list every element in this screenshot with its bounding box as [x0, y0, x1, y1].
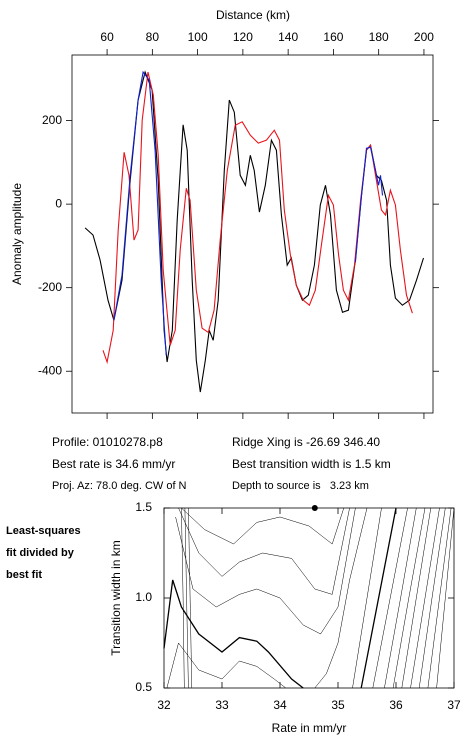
contour-line [436, 507, 455, 689]
contour-line [384, 507, 417, 689]
contour-line [360, 507, 397, 689]
contour-line [166, 642, 286, 689]
contour-line [372, 507, 408, 689]
data-line [113, 70, 384, 356]
x-tick-label: 80 [146, 30, 160, 44]
x-tick-label: 60 [100, 30, 114, 44]
y-tick-label: -200 [38, 280, 62, 294]
x-tick-label: 100 [188, 30, 208, 44]
side-note: Least-squares [6, 525, 81, 537]
y-tick-label: 200 [42, 113, 62, 127]
x-tick-label: 35 [331, 698, 345, 712]
contour-line [401, 507, 432, 689]
side-note: fit divided by [6, 547, 75, 559]
contour-line [181, 507, 185, 689]
y-axis-label: Transition width in km [109, 540, 123, 656]
y-tick-label: 1.5 [135, 500, 152, 514]
contour-line [178, 507, 350, 595]
contour-line [163, 579, 304, 689]
info-text: Ridge Xing is -26.69 346.40 [232, 435, 380, 449]
info-text: Depth to source is 3.23 km [232, 480, 369, 492]
contour-line [181, 507, 345, 545]
info-text: Profile: 01010278.p8 [52, 435, 163, 449]
x-tick-label: 200 [414, 30, 434, 44]
contour-line [175, 507, 356, 635]
data-line [102, 71, 413, 365]
y-tick-label: 0 [55, 196, 62, 210]
info-text: Proj. Az: 78.0 deg. CW of N [52, 480, 187, 492]
contour-line [392, 507, 426, 689]
contour-line [314, 507, 368, 689]
y-axis-label: Anomaly amplitude [10, 183, 24, 285]
x-tick-label: 140 [278, 30, 298, 44]
contour-line [410, 507, 440, 689]
y-tick-label: 0.5 [135, 680, 152, 694]
x-tick-label: 160 [323, 30, 343, 44]
contour-frame [163, 507, 455, 689]
contour-line [418, 507, 446, 689]
contour-line [352, 507, 382, 689]
x-tick-label: 37 [447, 698, 461, 712]
y-tick-label: 1.0 [135, 590, 152, 604]
info-text: Best transition width is 1.5 km [232, 457, 391, 471]
x-axis-label: Rate in mm/yr [272, 721, 347, 735]
x-tick-label: 32 [157, 698, 171, 712]
x-tick-label: 33 [215, 698, 229, 712]
best-fit-point [311, 505, 318, 511]
contour-line [188, 507, 193, 689]
plot-frame [71, 54, 434, 414]
x-tick-label: 36 [389, 698, 403, 712]
info-text: Best rate is 34.6 mm/yr [52, 457, 175, 471]
y-tick-label: -400 [38, 363, 62, 377]
contour-line [427, 507, 452, 689]
side-note: best fit [6, 569, 42, 581]
x-tick-label: 34 [273, 698, 287, 712]
x-axis-label: Distance (km) [216, 8, 290, 22]
x-tick-label: 120 [233, 30, 253, 44]
contour-line [184, 507, 189, 689]
x-tick-label: 180 [369, 30, 389, 44]
